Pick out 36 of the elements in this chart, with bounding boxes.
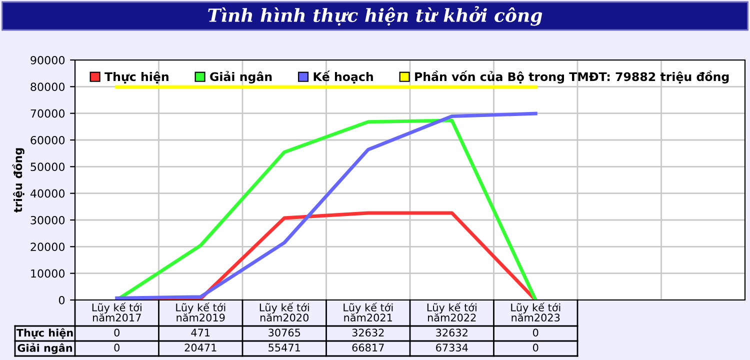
text: Thực hiện bbox=[16, 328, 73, 339]
y-tick-label: 60000 bbox=[30, 136, 65, 144]
y-tick-label: 0 bbox=[58, 296, 65, 304]
data-label: 55471 bbox=[268, 344, 300, 352]
x-tick-label: Lũy kế tới năm2021 bbox=[344, 302, 393, 322]
chart-title: Tình hình thực hiện từ khởi công bbox=[208, 6, 542, 26]
y-tick-label: 50000 bbox=[30, 162, 65, 172]
y-tick-label: 10000 bbox=[31, 269, 65, 278]
y-tick-label: 80000 bbox=[30, 82, 65, 92]
y-tick-label: 30000 bbox=[30, 216, 65, 224]
x-tick-label: Lũy kế tới năm2022 bbox=[427, 302, 476, 322]
data-label: 32632 bbox=[352, 328, 384, 337]
data-label: 0 bbox=[533, 344, 538, 352]
y-tick-label: 70000 bbox=[30, 109, 65, 118]
data-label: 471 bbox=[191, 328, 210, 336]
data-label: 0 bbox=[533, 328, 538, 337]
x-tick-label: Lũy kế tới năm2023 bbox=[511, 302, 560, 322]
y-tick-label: 40000 bbox=[30, 189, 65, 198]
y-tick-label: 20000 bbox=[30, 242, 65, 252]
data-label: 67334 bbox=[436, 344, 468, 352]
x-tick-label: Lũy kế tới năm2019 bbox=[176, 302, 226, 322]
legend-label: Kế hoạch bbox=[314, 70, 373, 84]
y-axis-title: triệu đồng bbox=[12, 148, 24, 213]
data-label: 0 bbox=[114, 328, 120, 337]
legend-label: Giải ngân bbox=[210, 71, 272, 84]
x-tick-label: Lũy kế tới năm2020 bbox=[260, 302, 309, 322]
x-tick-label: Lũy kế tới năm2017 bbox=[92, 302, 142, 322]
text: Giải ngân bbox=[18, 342, 72, 354]
legend-label: Phần vốn của Bộ trong TMĐT: 79882 triệu đồng bbox=[415, 70, 729, 84]
y-tick-label: 90000 bbox=[30, 56, 65, 64]
data-label: 0 bbox=[114, 344, 120, 352]
data-label: 20471 bbox=[184, 344, 216, 352]
data-label: 30765 bbox=[268, 328, 300, 337]
data-label: 32632 bbox=[436, 328, 468, 337]
data-label: 66817 bbox=[352, 344, 384, 352]
legend-label: Thực hiện bbox=[104, 72, 168, 84]
